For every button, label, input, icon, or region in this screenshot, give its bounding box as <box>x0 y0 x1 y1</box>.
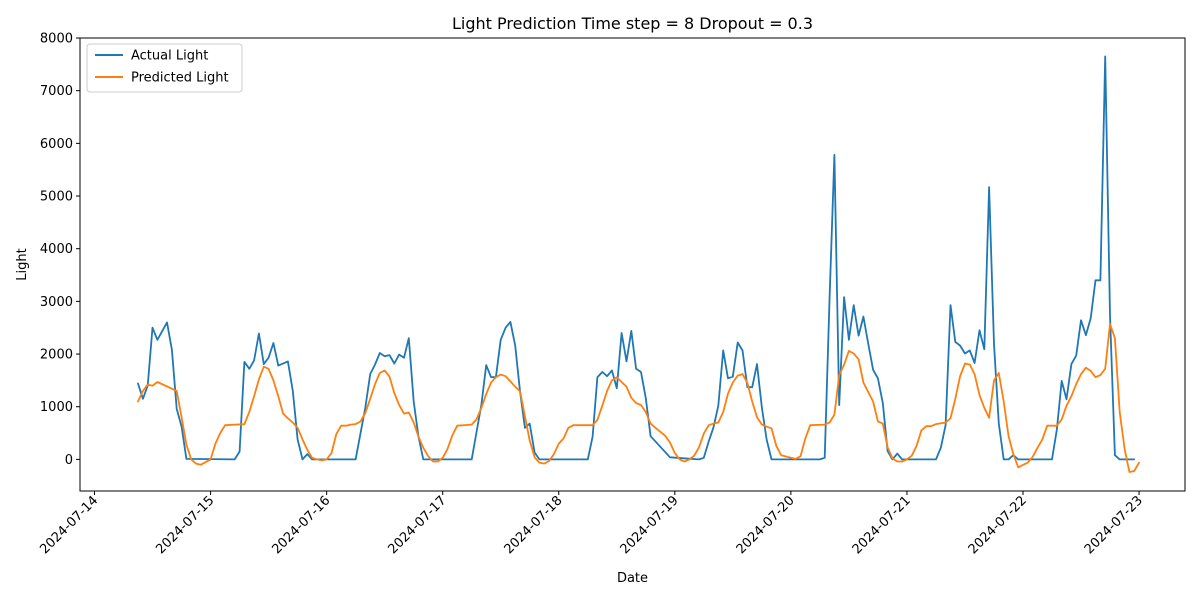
legend-label-predicted: Predicted Light <box>131 71 229 86</box>
y-tick-label: 3000 <box>40 295 73 310</box>
y-tick-label: 8000 <box>40 32 73 47</box>
y-tick-label: 2000 <box>40 348 73 363</box>
y-axis-ticks: 0 1000 2000 3000 4000 5000 6000 7000 8000 <box>40 32 80 468</box>
y-tick-label: 5000 <box>40 190 73 205</box>
y-tick-label: 6000 <box>40 137 73 152</box>
legend-box <box>86 43 243 93</box>
x-axis-label: Date <box>617 571 648 586</box>
series-line-actual-light <box>137 55 1136 461</box>
plot-frame <box>79 37 1186 492</box>
y-tick-label: 4000 <box>40 242 73 257</box>
y-tick-label: 1000 <box>40 400 73 415</box>
series-layer <box>137 55 1140 473</box>
legend: Actual Light Predicted Light <box>86 43 243 93</box>
series-line-predicted-light <box>137 323 1140 473</box>
y-tick-label: 7000 <box>40 84 73 99</box>
y-axis-label: Light <box>15 248 30 280</box>
legend-label-actual: Actual Light <box>131 49 208 64</box>
y-tick-label: 0 <box>65 453 73 468</box>
chart-title: Light Prediction Time step = 8 Dropout =… <box>452 14 813 33</box>
